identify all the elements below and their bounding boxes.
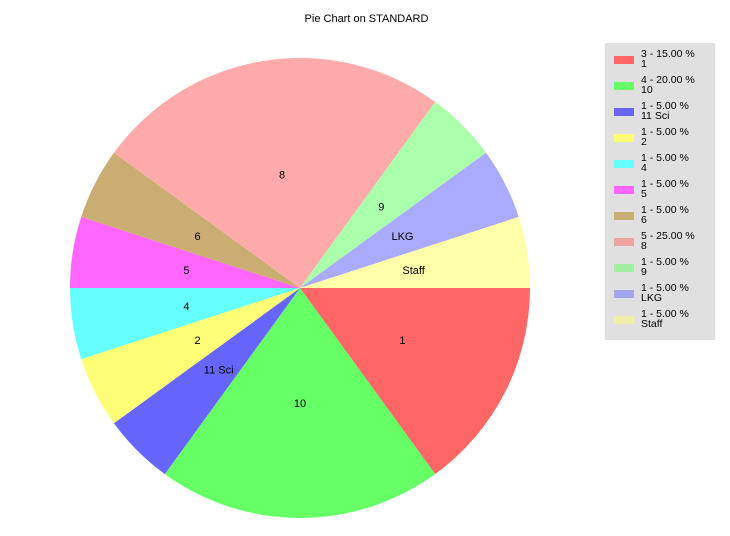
legend-label: 1 - 5.00 % LKG — [641, 282, 689, 304]
legend-category: 8 — [641, 240, 647, 252]
legend-item: 1 - 5.00 % 5 — [614, 179, 714, 205]
pie-slice-1 — [300, 288, 530, 475]
legend-category: LKG — [641, 292, 663, 304]
pie-slice-6 — [81, 152, 300, 288]
legend-item: 1 - 5.00 % 4 — [614, 153, 714, 179]
legend-value-percent: 1 - 5.00 % — [641, 308, 689, 320]
legend-swatch — [614, 186, 634, 194]
legend-category: 11 Sci — [641, 110, 670, 122]
pie-slice-staff — [300, 216, 530, 288]
legend-swatch — [614, 108, 634, 116]
legend-label: 4 - 20.00 % 10 — [641, 74, 695, 96]
legend-label: 1 - 5.00 % 6 — [641, 204, 689, 226]
legend-category: 10 — [641, 84, 653, 96]
legend-value-percent: 5 - 25.00 % — [641, 230, 695, 242]
legend-category: 9 — [641, 266, 647, 278]
slice-label: LKG — [391, 231, 413, 243]
legend-item: 1 - 5.00 % 6 — [614, 205, 714, 231]
legend-category: 1 — [641, 58, 647, 70]
legend-item: 4 - 20.00 % 10 — [614, 75, 714, 101]
slice-label: 2 — [194, 335, 200, 347]
slice-label: 11 Sci — [204, 364, 234, 376]
legend-category: 2 — [641, 136, 647, 148]
legend-item: 1 - 5.00 % Staff — [614, 309, 714, 335]
legend-item: 1 - 5.00 % 9 — [614, 257, 714, 283]
pie-slice-5 — [70, 216, 300, 288]
legend-category: Staff — [641, 318, 663, 330]
slice-label: 9 — [378, 202, 384, 214]
legend-label: 1 - 5.00 % 11 Sci — [641, 100, 689, 122]
legend-label: 1 - 5.00 % 2 — [641, 126, 689, 148]
legend-item: 1 - 5.00 % 11 Sci — [614, 101, 714, 127]
legend-label: 5 - 25.00 % 8 — [641, 230, 695, 252]
legend-label: 1 - 5.00 % Staff — [641, 308, 689, 330]
legend-swatch — [614, 56, 634, 64]
slice-label: 5 — [183, 265, 189, 277]
legend-item: 1 - 5.00 % 2 — [614, 127, 714, 153]
pie-slice-11-sci — [113, 288, 301, 475]
legend-value-percent: 4 - 20.00 % — [641, 74, 695, 86]
legend-swatch — [614, 82, 634, 90]
legend-swatch — [614, 290, 634, 298]
legend-category: 5 — [641, 188, 647, 200]
legend-value-percent: 1 - 5.00 % — [641, 204, 689, 216]
pie-slice-4 — [70, 288, 300, 360]
legend-value-percent: 1 - 5.00 % — [641, 256, 689, 268]
slice-label: 8 — [279, 169, 285, 181]
slice-label: 4 — [183, 301, 189, 313]
legend-label: 1 - 5.00 % 4 — [641, 152, 689, 174]
legend-swatch — [614, 212, 634, 220]
legend-swatch — [614, 160, 634, 168]
slice-label: 6 — [194, 231, 200, 243]
legend-value-percent: 1 - 5.00 % — [641, 282, 689, 294]
legend-swatch — [614, 264, 634, 272]
legend-value-percent: 1 - 5.00 % — [641, 152, 689, 164]
pie-slice-lkg — [300, 152, 519, 288]
legend-item: 3 - 15.00 % 1 — [614, 49, 714, 75]
legend-value-percent: 1 - 5.00 % — [641, 126, 689, 138]
slice-label: 1 — [399, 335, 405, 347]
pie-chart: 1 10 11 Sci 2 4 5 6 8 9 LKG Staff — [70, 58, 530, 518]
legend-swatch — [614, 238, 634, 246]
chart-title: Pie Chart on STANDARD — [304, 13, 429, 25]
chart-legend: 3 - 15.00 % 1 4 - 20.00 % 10 1 - 5.00 % 11 Sc… — [605, 43, 715, 340]
legend-item: 5 - 25.00 % 8 — [614, 231, 714, 257]
legend-value-percent: 1 - 5.00 % — [641, 178, 689, 190]
legend-label: 1 - 5.00 % 9 — [641, 256, 689, 278]
pie-slice-10 — [164, 288, 436, 518]
pie-slice-8 — [113, 58, 436, 288]
legend-category: 6 — [641, 214, 647, 226]
legend-swatch — [614, 134, 634, 142]
pie-slice-9 — [300, 101, 487, 289]
legend-swatch — [614, 316, 634, 324]
legend-value-percent: 1 - 5.00 % — [641, 100, 689, 112]
legend-label: 1 - 5.00 % 5 — [641, 178, 689, 200]
legend-value-percent: 3 - 15.00 % — [641, 48, 695, 60]
legend-label: 3 - 15.00 % 1 — [641, 48, 695, 70]
slice-label: 10 — [294, 398, 306, 410]
pie-slice-2 — [81, 288, 300, 424]
legend-category: 4 — [641, 162, 647, 174]
legend-item: 1 - 5.00 % LKG — [614, 283, 714, 309]
slice-label: Staff — [402, 265, 425, 277]
